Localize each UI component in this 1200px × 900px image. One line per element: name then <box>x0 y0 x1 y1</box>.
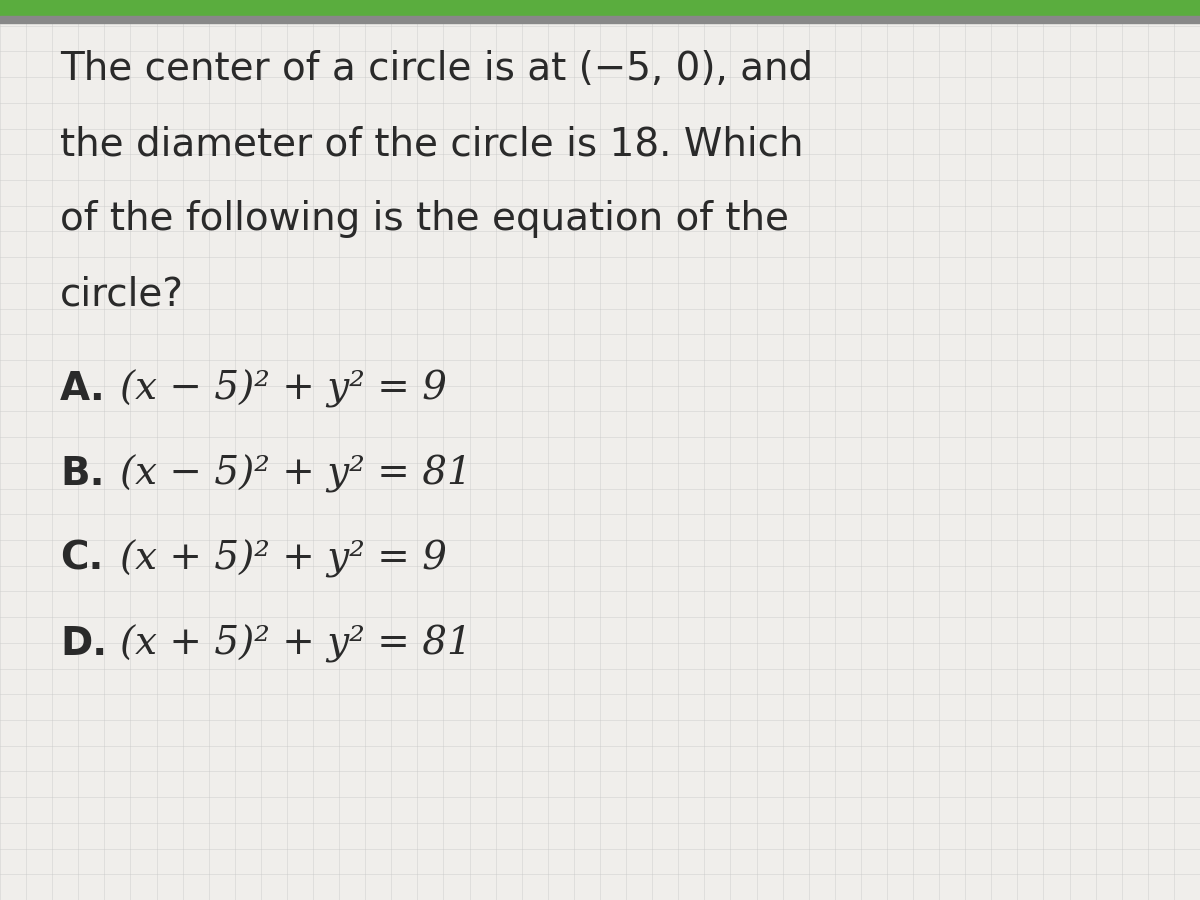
Text: B.: B. <box>60 455 104 493</box>
Text: D.: D. <box>60 625 107 663</box>
Text: of the following is the equation of the: of the following is the equation of the <box>60 200 790 238</box>
Text: the diameter of the circle is 18. Which: the diameter of the circle is 18. Which <box>60 125 804 163</box>
Text: (x − 5)² + y² = 81: (x − 5)² + y² = 81 <box>120 455 472 493</box>
Text: (x + 5)² + y² = 81: (x + 5)² + y² = 81 <box>120 625 472 663</box>
Text: A.: A. <box>60 370 106 408</box>
Text: (x − 5)² + y² = 9: (x − 5)² + y² = 9 <box>120 370 446 409</box>
Text: circle?: circle? <box>60 275 184 313</box>
Text: (x + 5)² + y² = 9: (x + 5)² + y² = 9 <box>120 540 446 579</box>
Text: The center of a circle is at (−5, 0), and: The center of a circle is at (−5, 0), an… <box>60 50 814 88</box>
Text: C.: C. <box>60 540 103 578</box>
